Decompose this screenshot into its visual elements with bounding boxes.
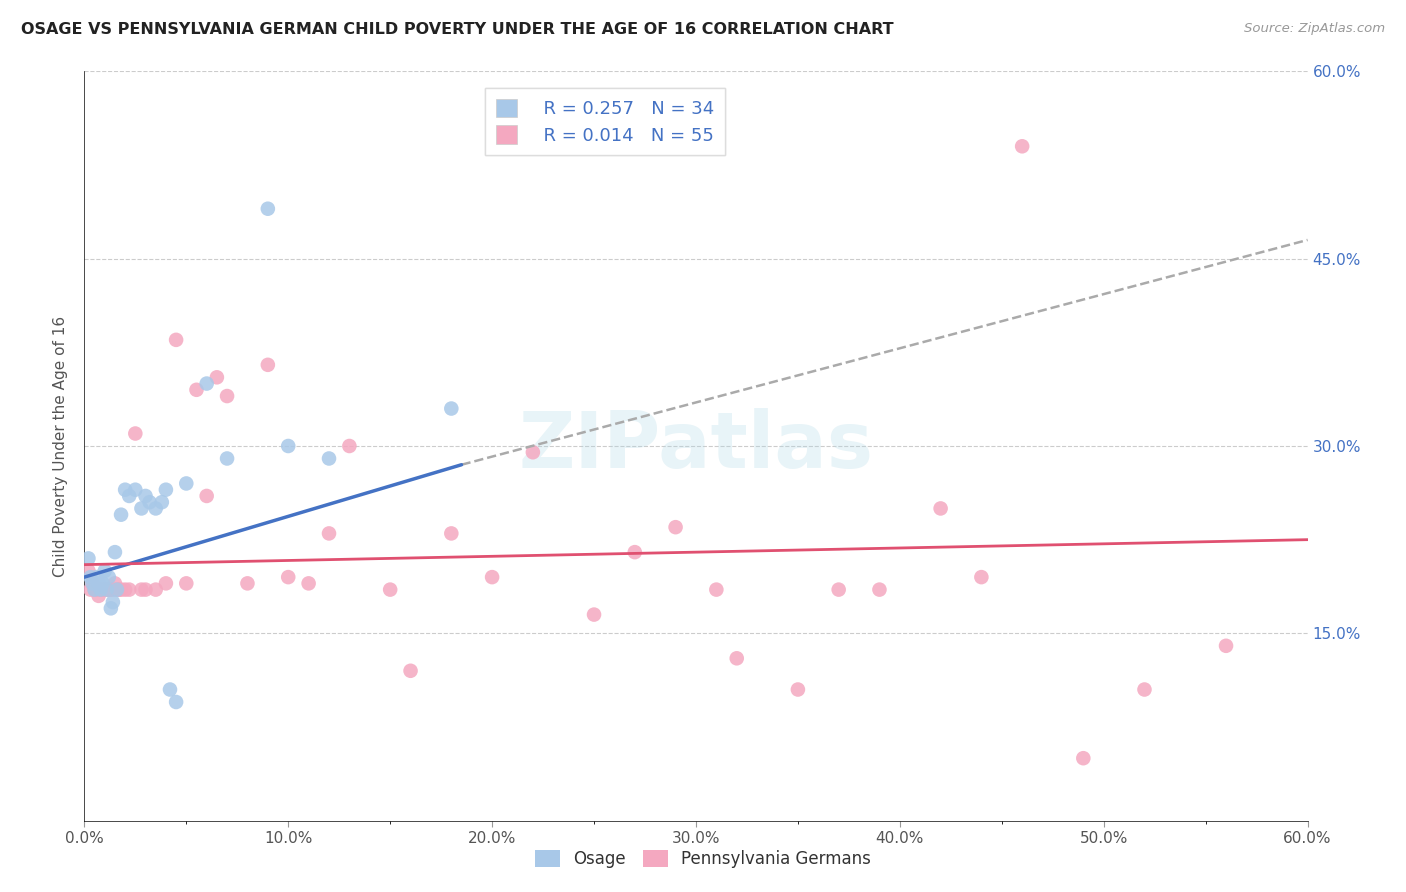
- Point: [77, 551, 100, 566]
- Point: [104, 545, 127, 559]
- Point: [118, 489, 141, 503]
- Point: [87, 589, 110, 603]
- Point: [82, 576, 104, 591]
- Point: [93, 582, 115, 597]
- Point: [257, 202, 280, 216]
- Point: [131, 501, 153, 516]
- Point: [155, 576, 177, 591]
- Point: [97, 582, 120, 597]
- Point: [118, 582, 141, 597]
- Point: [86, 582, 108, 597]
- Point: [77, 564, 100, 578]
- Point: [105, 582, 128, 597]
- Point: [1133, 682, 1156, 697]
- Point: [83, 582, 105, 597]
- Point: [96, 582, 118, 597]
- Point: [205, 370, 228, 384]
- Point: [100, 582, 122, 597]
- Text: OSAGE VS PENNSYLVANIA GERMAN CHILD POVERTY UNDER THE AGE OF 16 CORRELATION CHART: OSAGE VS PENNSYLVANIA GERMAN CHILD POVER…: [21, 22, 894, 37]
- Point: [145, 501, 167, 516]
- Point: [440, 526, 463, 541]
- Point: [93, 564, 115, 578]
- Point: [145, 582, 167, 597]
- Point: [165, 333, 187, 347]
- Text: ZIPatlas: ZIPatlas: [519, 408, 873, 484]
- Point: [124, 483, 146, 497]
- Point: [481, 570, 503, 584]
- Point: [114, 483, 136, 497]
- Point: [159, 682, 181, 697]
- Point: [105, 582, 128, 597]
- Point: [399, 664, 422, 678]
- Point: [155, 483, 177, 497]
- Point: [869, 582, 891, 597]
- Point: [186, 383, 208, 397]
- Point: [90, 582, 112, 597]
- Point: [174, 576, 197, 591]
- Point: [440, 401, 463, 416]
- Point: [929, 501, 952, 516]
- Point: [1011, 139, 1033, 153]
- Text: Source: ZipAtlas.com: Source: ZipAtlas.com: [1244, 22, 1385, 36]
- Point: [195, 489, 218, 503]
- Point: [583, 607, 606, 622]
- Point: [787, 682, 810, 697]
- Point: [298, 576, 321, 591]
- Point: [79, 582, 101, 597]
- Legend: Osage, Pennsylvania Germans: Osage, Pennsylvania Germans: [529, 843, 877, 875]
- Point: [970, 570, 993, 584]
- Point: [82, 576, 104, 591]
- Point: [101, 582, 124, 597]
- Point: [195, 376, 218, 391]
- Point: [138, 495, 160, 509]
- Point: [522, 445, 544, 459]
- Point: [174, 476, 197, 491]
- Point: [318, 451, 340, 466]
- Point: [217, 451, 239, 466]
- Point: [165, 695, 187, 709]
- Point: [706, 582, 728, 597]
- Point: [1073, 751, 1095, 765]
- Point: [828, 582, 851, 597]
- Point: [277, 570, 299, 584]
- Legend:   R = 0.257   N = 34,   R = 0.014   N = 55: R = 0.257 N = 34, R = 0.014 N = 55: [485, 88, 725, 155]
- Point: [624, 545, 647, 559]
- Point: [97, 570, 120, 584]
- Point: [114, 582, 136, 597]
- Point: [318, 526, 340, 541]
- Point: [91, 582, 114, 597]
- Point: [131, 582, 153, 597]
- Point: [277, 439, 299, 453]
- Y-axis label: Child Poverty Under the Age of 16: Child Poverty Under the Age of 16: [53, 316, 69, 576]
- Point: [124, 426, 146, 441]
- Point: [135, 489, 157, 503]
- Point: [90, 582, 112, 597]
- Point: [101, 595, 124, 609]
- Point: [91, 576, 114, 591]
- Point: [110, 508, 132, 522]
- Point: [135, 582, 157, 597]
- Point: [150, 495, 173, 509]
- Point: [100, 601, 122, 615]
- Point: [108, 582, 131, 597]
- Point: [86, 570, 108, 584]
- Point: [1215, 639, 1237, 653]
- Point: [257, 358, 280, 372]
- Point: [339, 439, 361, 453]
- Point: [79, 570, 101, 584]
- Point: [665, 520, 688, 534]
- Point: [380, 582, 402, 597]
- Point: [87, 576, 110, 591]
- Point: [217, 389, 239, 403]
- Point: [236, 576, 259, 591]
- Point: [725, 651, 748, 665]
- Point: [104, 576, 127, 591]
- Point: [96, 582, 118, 597]
- Point: [110, 582, 132, 597]
- Point: [83, 582, 105, 597]
